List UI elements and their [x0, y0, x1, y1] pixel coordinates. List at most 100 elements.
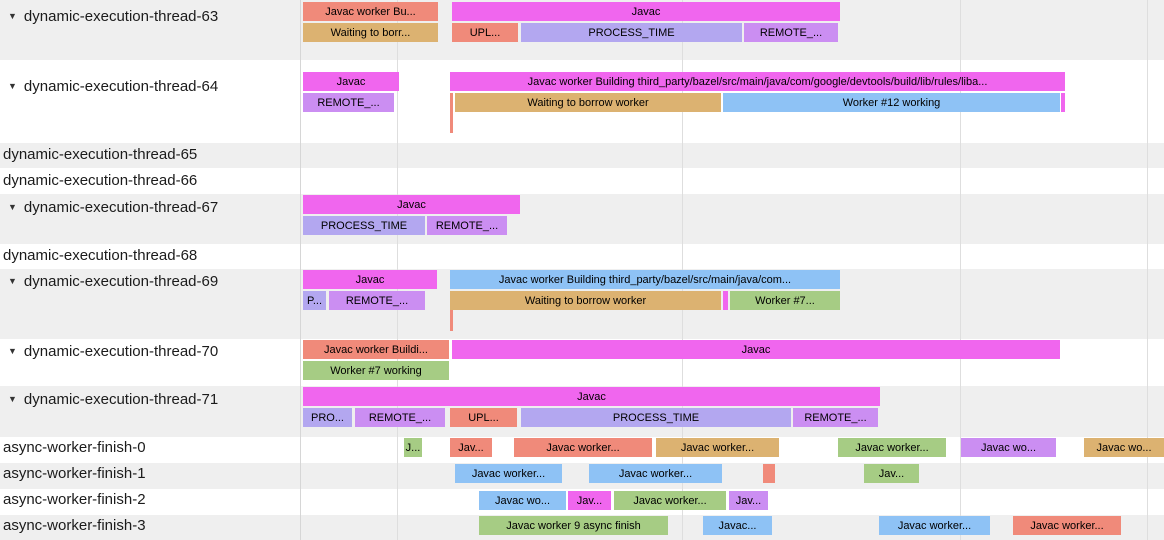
- trace-event-bar[interactable]: REMOTE_...: [793, 408, 878, 427]
- trace-event-bar[interactable]: Javac worker...: [614, 491, 726, 510]
- gridline: [960, 386, 961, 437]
- gridline: [1147, 515, 1148, 540]
- gridline: [960, 143, 961, 168]
- trace-event-bar[interactable]: Javac wo...: [479, 491, 566, 510]
- track-label[interactable]: async-worker-finish-2: [3, 491, 146, 509]
- trace-event-bar[interactable]: Javac worker 9 async finish: [479, 516, 668, 535]
- track-expander-icon[interactable]: ▼: [8, 394, 17, 404]
- trace-event-bar[interactable]: Javac: [452, 2, 840, 21]
- trace-event-bar[interactable]: [1061, 93, 1065, 112]
- track-label[interactable]: ▼ dynamic-execution-thread-71: [8, 390, 218, 409]
- trace-event-bar[interactable]: UPL...: [452, 23, 518, 42]
- trace-event-bar[interactable]: Javac worker Buildi...: [303, 340, 449, 359]
- track-expander-icon[interactable]: ▼: [8, 346, 17, 356]
- trace-event-bar[interactable]: Worker #12 working: [723, 93, 1060, 112]
- trace-event-bar[interactable]: Javac worker...: [514, 438, 652, 457]
- trace-event-bar[interactable]: PRO...: [303, 408, 352, 427]
- trace-event-label: Jav...: [576, 494, 603, 507]
- trace-event-bar[interactable]: REMOTE_...: [329, 291, 425, 310]
- track-label[interactable]: async-worker-finish-3: [3, 517, 146, 535]
- trace-event-bar[interactable]: REMOTE_...: [355, 408, 445, 427]
- trace-event-label: Javac worker...: [471, 467, 546, 480]
- track-label[interactable]: async-worker-finish-1: [3, 465, 146, 483]
- track-async-worker-finish-1: async-worker-finish-1 Javac worker... Java…: [0, 463, 1164, 489]
- trace-event-bar[interactable]: Javac: [303, 72, 399, 91]
- trace-event-bar[interactable]: PROCESS_TIME: [521, 23, 742, 42]
- gridline: [397, 489, 398, 515]
- trace-event-label: Javac...: [718, 519, 757, 532]
- track-expander-icon[interactable]: ▼: [8, 276, 17, 286]
- track-label[interactable]: ▼ dynamic-execution-thread-63: [8, 7, 218, 26]
- trace-event-bar[interactable]: Javac: [303, 195, 520, 214]
- gridline: [1147, 194, 1148, 244]
- trace-event-bar[interactable]: Waiting to borrow worker: [455, 93, 721, 112]
- trace-event-bar[interactable]: Jav...: [729, 491, 768, 510]
- trace-event-bar[interactable]: PROCESS_TIME: [521, 408, 791, 427]
- track-label[interactable]: ▼ dynamic-execution-thread-70: [8, 342, 218, 361]
- track-label[interactable]: ▼ dynamic-execution-thread-67: [8, 198, 218, 217]
- gridline: [960, 0, 961, 60]
- trace-event-bar[interactable]: REMOTE_...: [427, 216, 507, 235]
- trace-event-bar[interactable]: Jav...: [450, 438, 492, 457]
- trace-event-bar[interactable]: P...: [303, 291, 326, 310]
- trace-event-bar[interactable]: Waiting to borrow worker: [450, 291, 721, 310]
- trace-event-bar[interactable]: Javac wo...: [1084, 438, 1164, 457]
- trace-event-bar[interactable]: Javac worker Building third_party/bazel/…: [450, 72, 1065, 91]
- track-label[interactable]: dynamic-execution-thread-68: [3, 247, 197, 265]
- track-label[interactable]: async-worker-finish-0: [3, 439, 146, 457]
- track-expander-icon[interactable]: ▼: [8, 81, 17, 91]
- track-name: dynamic-execution-thread-64: [23, 78, 219, 95]
- trace-event-bar[interactable]: Javac: [303, 387, 880, 406]
- track-name: dynamic-execution-thread-71: [23, 391, 219, 408]
- trace-event-label: Javac: [397, 198, 426, 211]
- trace-event-bar[interactable]: [763, 464, 775, 483]
- trace-tick[interactable]: [450, 291, 453, 331]
- trace-event-bar[interactable]: REMOTE_...: [744, 23, 838, 42]
- track-label[interactable]: ▼ dynamic-execution-thread-64: [8, 77, 218, 96]
- trace-event-bar[interactable]: Javac: [452, 340, 1060, 359]
- trace-event-label: Waiting to borr...: [330, 26, 411, 39]
- trace-event-bar[interactable]: Javac worker...: [656, 438, 779, 457]
- trace-event-bar[interactable]: PROCESS_TIME: [303, 216, 425, 235]
- trace-event-label: REMOTE_...: [345, 294, 409, 307]
- track-expander-icon[interactable]: ▼: [8, 11, 17, 21]
- track-expander-icon[interactable]: ▼: [8, 202, 17, 212]
- track-async-worker-finish-3: async-worker-finish-3 Javac worker 9 asyn…: [0, 515, 1164, 540]
- track-label[interactable]: dynamic-execution-thread-65: [3, 146, 197, 164]
- trace-event-bar[interactable]: [723, 291, 728, 310]
- trace-event-bar[interactable]: Jav...: [864, 464, 919, 483]
- panel-divider: [300, 0, 301, 540]
- trace-event-bar[interactable]: Javac: [303, 270, 437, 289]
- trace-event-bar[interactable]: Javac worker...: [879, 516, 990, 535]
- trace-event-label: Javac worker Building third_party/bazel/…: [527, 75, 988, 88]
- trace-event-bar[interactable]: Javac...: [703, 516, 772, 535]
- gridline: [397, 143, 398, 168]
- trace-event-label: Waiting to borrow worker: [527, 96, 649, 109]
- trace-event-label: Worker #7...: [755, 294, 815, 307]
- trace-event-bar[interactable]: Worker #7 working: [303, 361, 449, 380]
- trace-event-bar[interactable]: Javac worker Bu...: [303, 2, 438, 21]
- gridline: [1147, 269, 1148, 339]
- gridline: [1147, 244, 1148, 269]
- trace-event-bar[interactable]: Worker #7...: [730, 291, 840, 310]
- track-label[interactable]: dynamic-execution-thread-66: [3, 172, 197, 190]
- trace-event-bar[interactable]: J...: [404, 438, 422, 457]
- trace-event-bar[interactable]: Javac wo...: [961, 438, 1056, 457]
- trace-event-bar[interactable]: Jav...: [568, 491, 611, 510]
- trace-event-label: Jav...: [878, 467, 905, 480]
- trace-event-bar[interactable]: Javac worker...: [1013, 516, 1121, 535]
- trace-event-bar[interactable]: Javac worker Building third_party/bazel/…: [450, 270, 840, 289]
- trace-event-label: PRO...: [310, 411, 344, 424]
- trace-tick[interactable]: [450, 93, 453, 133]
- trace-event-bar[interactable]: REMOTE_...: [303, 93, 394, 112]
- gridline: [960, 168, 961, 194]
- trace-event-bar[interactable]: Javac worker...: [455, 464, 562, 483]
- track-dynamic-execution-thread-71: ▼ dynamic-execution-thread-71 Javac PRO... R…: [0, 386, 1164, 437]
- trace-event-bar[interactable]: UPL...: [450, 408, 517, 427]
- trace-event-bar[interactable]: Javac worker...: [589, 464, 722, 483]
- trace-event-label: Worker #12 working: [842, 96, 941, 109]
- trace-event-bar[interactable]: Javac worker...: [838, 438, 946, 457]
- track-label[interactable]: ▼ dynamic-execution-thread-69: [8, 272, 218, 291]
- trace-event-bar[interactable]: Waiting to borr...: [303, 23, 438, 42]
